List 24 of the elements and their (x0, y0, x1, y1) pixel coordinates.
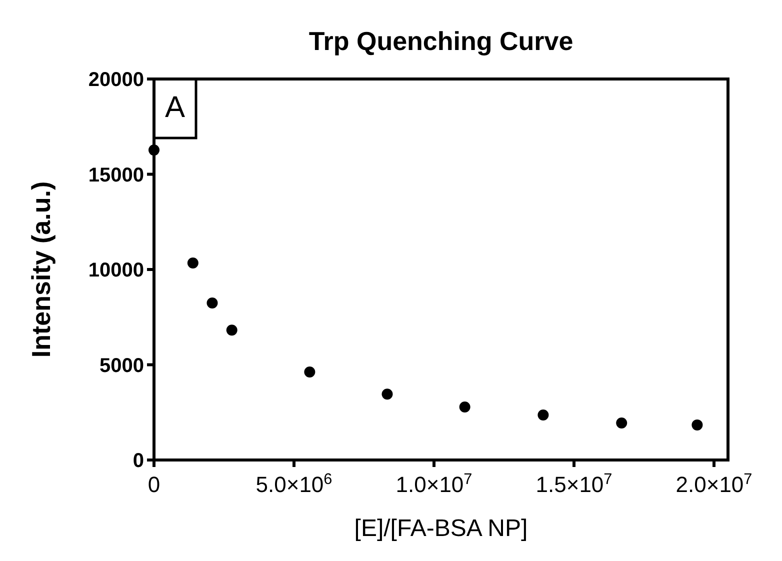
point (304, 366, 316, 378)
y-tick-label: 5000 (100, 354, 144, 377)
x-tick-label: 2.0×10$^{7}$ (676, 470, 752, 497)
y-tick-label: 20000 (88, 69, 144, 91)
y-axis-title: Intensity (a.u.) (26, 181, 56, 358)
point (616, 418, 628, 429)
point (382, 388, 393, 400)
y-tick-label: 0 (132, 450, 144, 472)
point (206, 298, 218, 309)
x-tick-label: 0 (148, 472, 160, 497)
y-tick-label: 10000 (88, 260, 144, 282)
x-tick-label: 1.5×10$^{7}$ (536, 470, 612, 497)
point (459, 402, 470, 413)
point (187, 258, 198, 269)
y-tick-label: 15000 (88, 164, 144, 186)
point (226, 324, 238, 336)
chart-title: Trp Quenching Curve (308, 26, 574, 56)
point (538, 410, 549, 421)
x-tick-label: 1.0×10$^{7}$ (396, 470, 472, 497)
point (148, 144, 160, 156)
x-tick-label: 5.0×10$^{6}$ (256, 470, 332, 497)
annotation: A (164, 91, 186, 124)
point (692, 419, 703, 430)
x-axis-title: [E]/[FA-BSA NP] (354, 515, 528, 542)
